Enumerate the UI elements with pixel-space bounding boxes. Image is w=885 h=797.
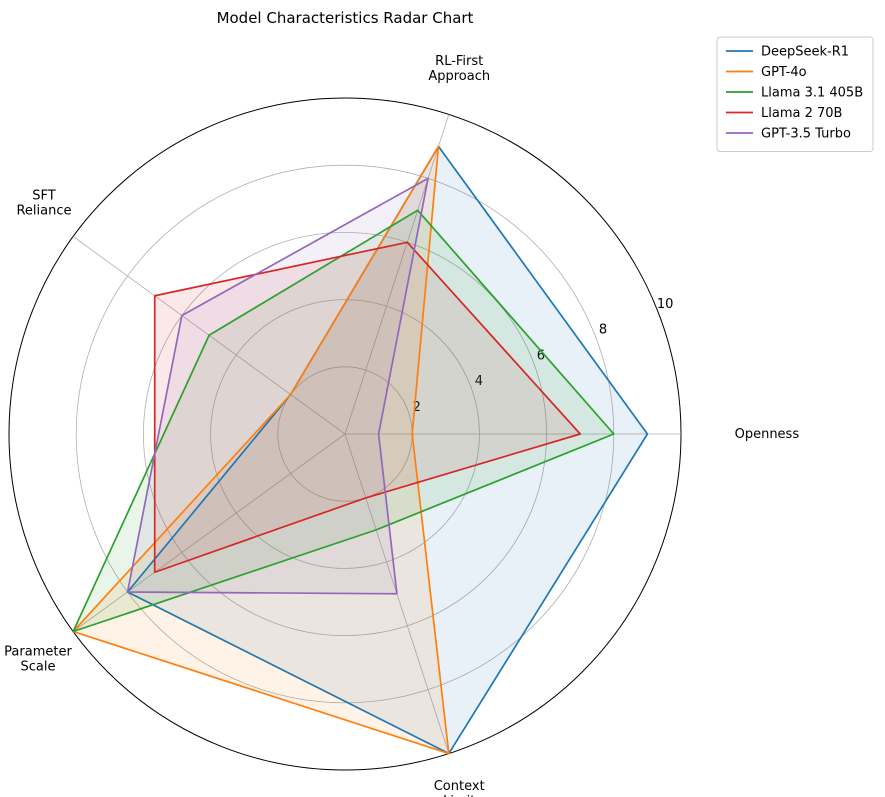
axis-label-rl_first: RL-First Approach: [428, 54, 490, 84]
axis-label-param: Parameter Scale: [4, 645, 72, 675]
series-line-2: [72, 209, 615, 633]
spoke-line: [344, 114, 450, 435]
legend: DeepSeek-R1 GPT-4o Llama 3.1 405B Llama 2 7…: [716, 36, 874, 152]
series-line-3: [153, 241, 582, 574]
radial-tick-label: 4: [475, 374, 483, 389]
legend-label: GPT-4o: [761, 65, 807, 80]
axis-label-sft: SFT Reliance: [16, 188, 71, 218]
legend-label: Llama 3.1 405B: [761, 86, 863, 101]
series-line-1: [72, 145, 450, 755]
series-fill-1: [73, 146, 449, 754]
series-fill-0: [127, 146, 648, 754]
radial-tick-label: 8: [599, 323, 607, 338]
series-fill-2: [73, 210, 614, 632]
series-line-0: [126, 145, 649, 755]
spoke-line: [72, 433, 346, 632]
legend-label: GPT-3.5 Turbo: [761, 127, 851, 142]
series-fill-3: [154, 242, 581, 573]
series-line-4: [126, 177, 429, 595]
legend-frame: [716, 36, 874, 152]
radial-tick-label: 2: [413, 400, 421, 415]
chart-title: Model Characteristics Radar Chart: [217, 9, 474, 27]
legend-label: DeepSeek-R1: [761, 45, 849, 60]
axis-labels: Openness RL-First Approach SFT Reliance Param…: [4, 54, 799, 797]
series-layer: [72, 145, 649, 755]
radial-tick-label: 10: [657, 297, 674, 312]
axis-label-context: ContextLimit: [434, 779, 485, 797]
radial-tick-label: 6: [537, 348, 545, 363]
axis-label-openness: Openness: [735, 427, 800, 442]
legend-label: Llama 2 70B: [761, 106, 842, 121]
